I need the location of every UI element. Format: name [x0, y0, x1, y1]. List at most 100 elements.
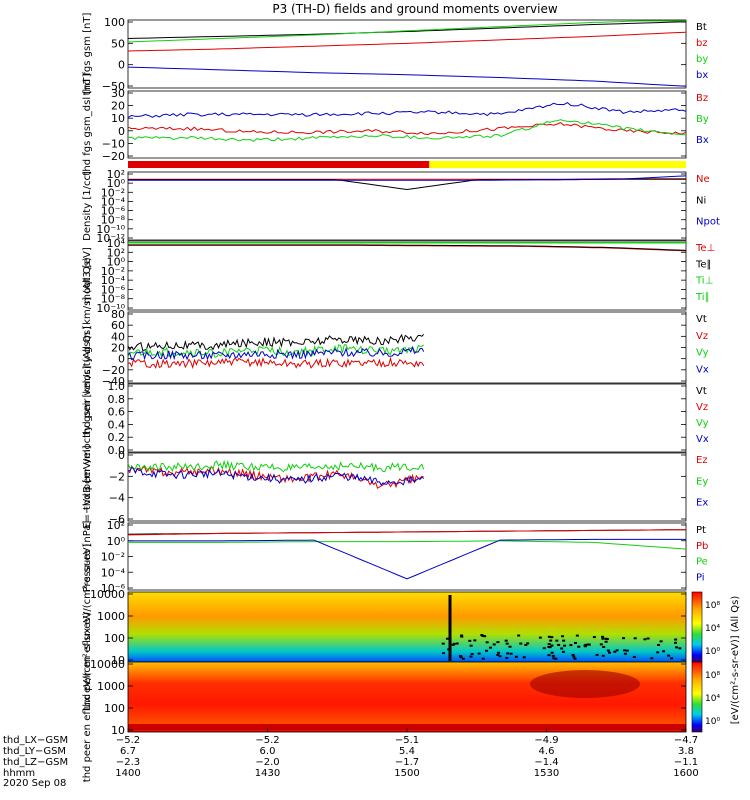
y-tick-label: 0 [118, 353, 125, 366]
x-tick-label: 6.0 [260, 746, 276, 757]
spectrogram-speck [473, 639, 477, 642]
x-tick-label: −1.7 [395, 757, 419, 768]
y-tick-label: 0 [118, 125, 125, 138]
spectrogram-speck [505, 656, 509, 659]
spectrogram-speck [550, 636, 554, 639]
y-tick-label: 1000 [97, 610, 125, 623]
y-tick-label: 10² [107, 168, 125, 181]
spectrogram-speck [469, 644, 473, 647]
spectrogram-speck [480, 634, 484, 637]
spectrogram-speck [569, 644, 573, 647]
x-tick-label: −5.2 [255, 735, 279, 746]
spectrogram-speck [633, 637, 637, 640]
y-tick-label: 10⁻⁶ [101, 582, 126, 595]
y-tick-label: 0.2 [108, 431, 126, 444]
spectrogram-speck [601, 635, 605, 638]
spectrogram-lowband [128, 724, 686, 730]
spectrogram-speck [622, 637, 626, 640]
quality-bar-red [128, 161, 430, 168]
y-tick-label: 0.6 [108, 406, 126, 419]
legend-Vz: Vz [696, 402, 708, 413]
spectrogram-speck [550, 644, 554, 647]
colorbar-tick-label: 10⁴ [705, 624, 720, 634]
spectrogram-speck [656, 651, 660, 654]
y-tick-label: 10⁰ [107, 256, 126, 269]
y-tick-label: 50 [111, 37, 125, 50]
spectrogram-speck [547, 645, 551, 648]
legend-Pb: Pb [696, 541, 708, 552]
spectrogram-speck [613, 650, 617, 653]
spectrogram-speck [561, 635, 565, 638]
series-line-bz [127, 31, 687, 52]
x-tick-label: 1600 [673, 768, 698, 779]
x-tick-label: 4.6 [539, 746, 555, 757]
y-tick-label: 10⁻² [101, 186, 125, 199]
spectrogram-speck [526, 642, 530, 645]
legend-Te⊥: Te⊥ [695, 243, 715, 254]
x-tick-label: 3.8 [678, 746, 694, 757]
y-axis-label: thd fgs gsm_dsl [nT] [82, 73, 93, 175]
panel-5: 1.00.80.60.40.20.0 thd peer velocity gsm … [82, 326, 709, 510]
colorbar-scale [691, 661, 703, 733]
y-tick-label: 10⁰ [107, 535, 126, 548]
spectrogram-speck [595, 653, 599, 656]
y-tick-label: −20 [102, 364, 125, 377]
spectrogram-speck [485, 641, 489, 644]
y-axis-label: thd peer velocity gsm [km/s] (All Qs) [82, 326, 93, 510]
spectrogram-speck [549, 639, 553, 642]
legend-Pt: Pt [696, 525, 706, 536]
y-tick-label: 10000 [90, 588, 125, 601]
spectrogram-speck [625, 649, 629, 652]
y-tick-label: −40 [102, 375, 125, 388]
spectrogram-speck [447, 648, 451, 651]
legend-Ex: Ex [696, 498, 708, 509]
spectrogram-speck [646, 637, 650, 640]
colorbar-tick-label: 10⁸ [705, 601, 720, 611]
spectrogram-speck [643, 638, 647, 641]
spectrogram-speck [514, 655, 518, 658]
x-tick-label: 5.4 [399, 746, 415, 757]
panel-frame [127, 383, 687, 453]
legend-Bx: Bx [696, 135, 709, 146]
spectrogram-speck [674, 641, 678, 644]
spectrogram-speck [605, 638, 609, 641]
y-tick-label: 10² [107, 246, 125, 259]
spectrogram-speck [492, 643, 496, 646]
y-tick-label: −2 [109, 470, 125, 483]
x-axis-labels: thd_LX−GSM −5.2 −5.2 −5.1 −4.9 −4.7 thd_LY−GSM… [3, 596, 741, 789]
y-tick-label: 10 [111, 654, 125, 667]
y-tick-label: 10⁻² [101, 551, 125, 564]
spectrogram-speck [460, 635, 464, 638]
colorbar: 10⁸ 10⁴ 10⁰ [691, 591, 720, 663]
x-tick-label: −1.4 [534, 757, 558, 768]
y-tick-label: 0.4 [108, 418, 126, 431]
y-tick-label: 10000 [90, 658, 125, 671]
spectrogram-hotspot [530, 670, 640, 698]
legend-by: by [696, 54, 708, 65]
y-axis-label: thd fgs gsm [nT] [82, 13, 93, 96]
x-tick-label: −1.1 [674, 757, 698, 768]
y-tick-label: 10⁻⁴ [101, 274, 126, 287]
y-tick-label: 10⁻⁴ [101, 195, 126, 208]
spectrogram-speck [592, 636, 596, 639]
y-tick-label: 10² [107, 519, 125, 532]
spectrogram-speck [563, 644, 567, 647]
legend-bx: bx [696, 70, 708, 81]
spectrogram-speck [678, 647, 682, 650]
y-tick-label: 60 [111, 319, 125, 332]
y-tick-label: 10 [111, 724, 125, 737]
y-tick-label: 10⁻¹⁰ [96, 223, 125, 236]
panel-9: 10⁸ 10⁴ 10⁰ 10000 1000 100 10 thd peer en eflux… [82, 612, 720, 783]
x-tick-label: −4.7 [674, 735, 698, 746]
spectrogram-speck [496, 641, 500, 644]
legend-Ti∥: Ti∥ [695, 292, 710, 303]
spectrogram-speck [452, 642, 456, 645]
x-tick-label: −2.3 [116, 757, 140, 768]
spectrogram-speck [550, 651, 554, 654]
legend-Pe: Pe [696, 557, 708, 568]
panel-frame [127, 90, 687, 159]
spectrogram-speck [483, 635, 487, 638]
colorbar-tick-label: 10⁰ [705, 647, 720, 657]
y-tick-label: 10⁻⁶ [101, 283, 126, 296]
